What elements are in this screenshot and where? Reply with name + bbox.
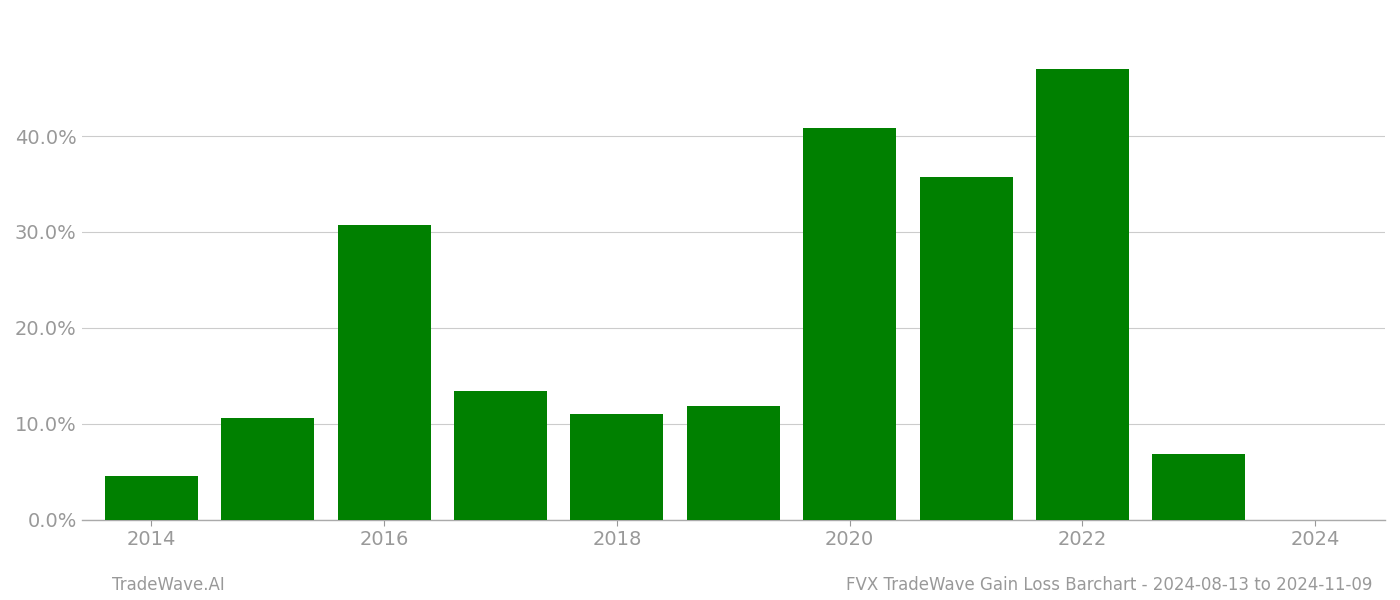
Bar: [221, 418, 315, 520]
Bar: [570, 414, 664, 520]
Bar: [1036, 69, 1128, 520]
Bar: [920, 177, 1012, 520]
Bar: [687, 406, 780, 520]
Bar: [105, 476, 197, 520]
Bar: [337, 225, 431, 520]
Text: FVX TradeWave Gain Loss Barchart - 2024-08-13 to 2024-11-09: FVX TradeWave Gain Loss Barchart - 2024-…: [846, 576, 1372, 594]
Bar: [1152, 454, 1246, 520]
Bar: [454, 391, 547, 520]
Bar: [804, 128, 896, 520]
Text: TradeWave.AI: TradeWave.AI: [112, 576, 225, 594]
